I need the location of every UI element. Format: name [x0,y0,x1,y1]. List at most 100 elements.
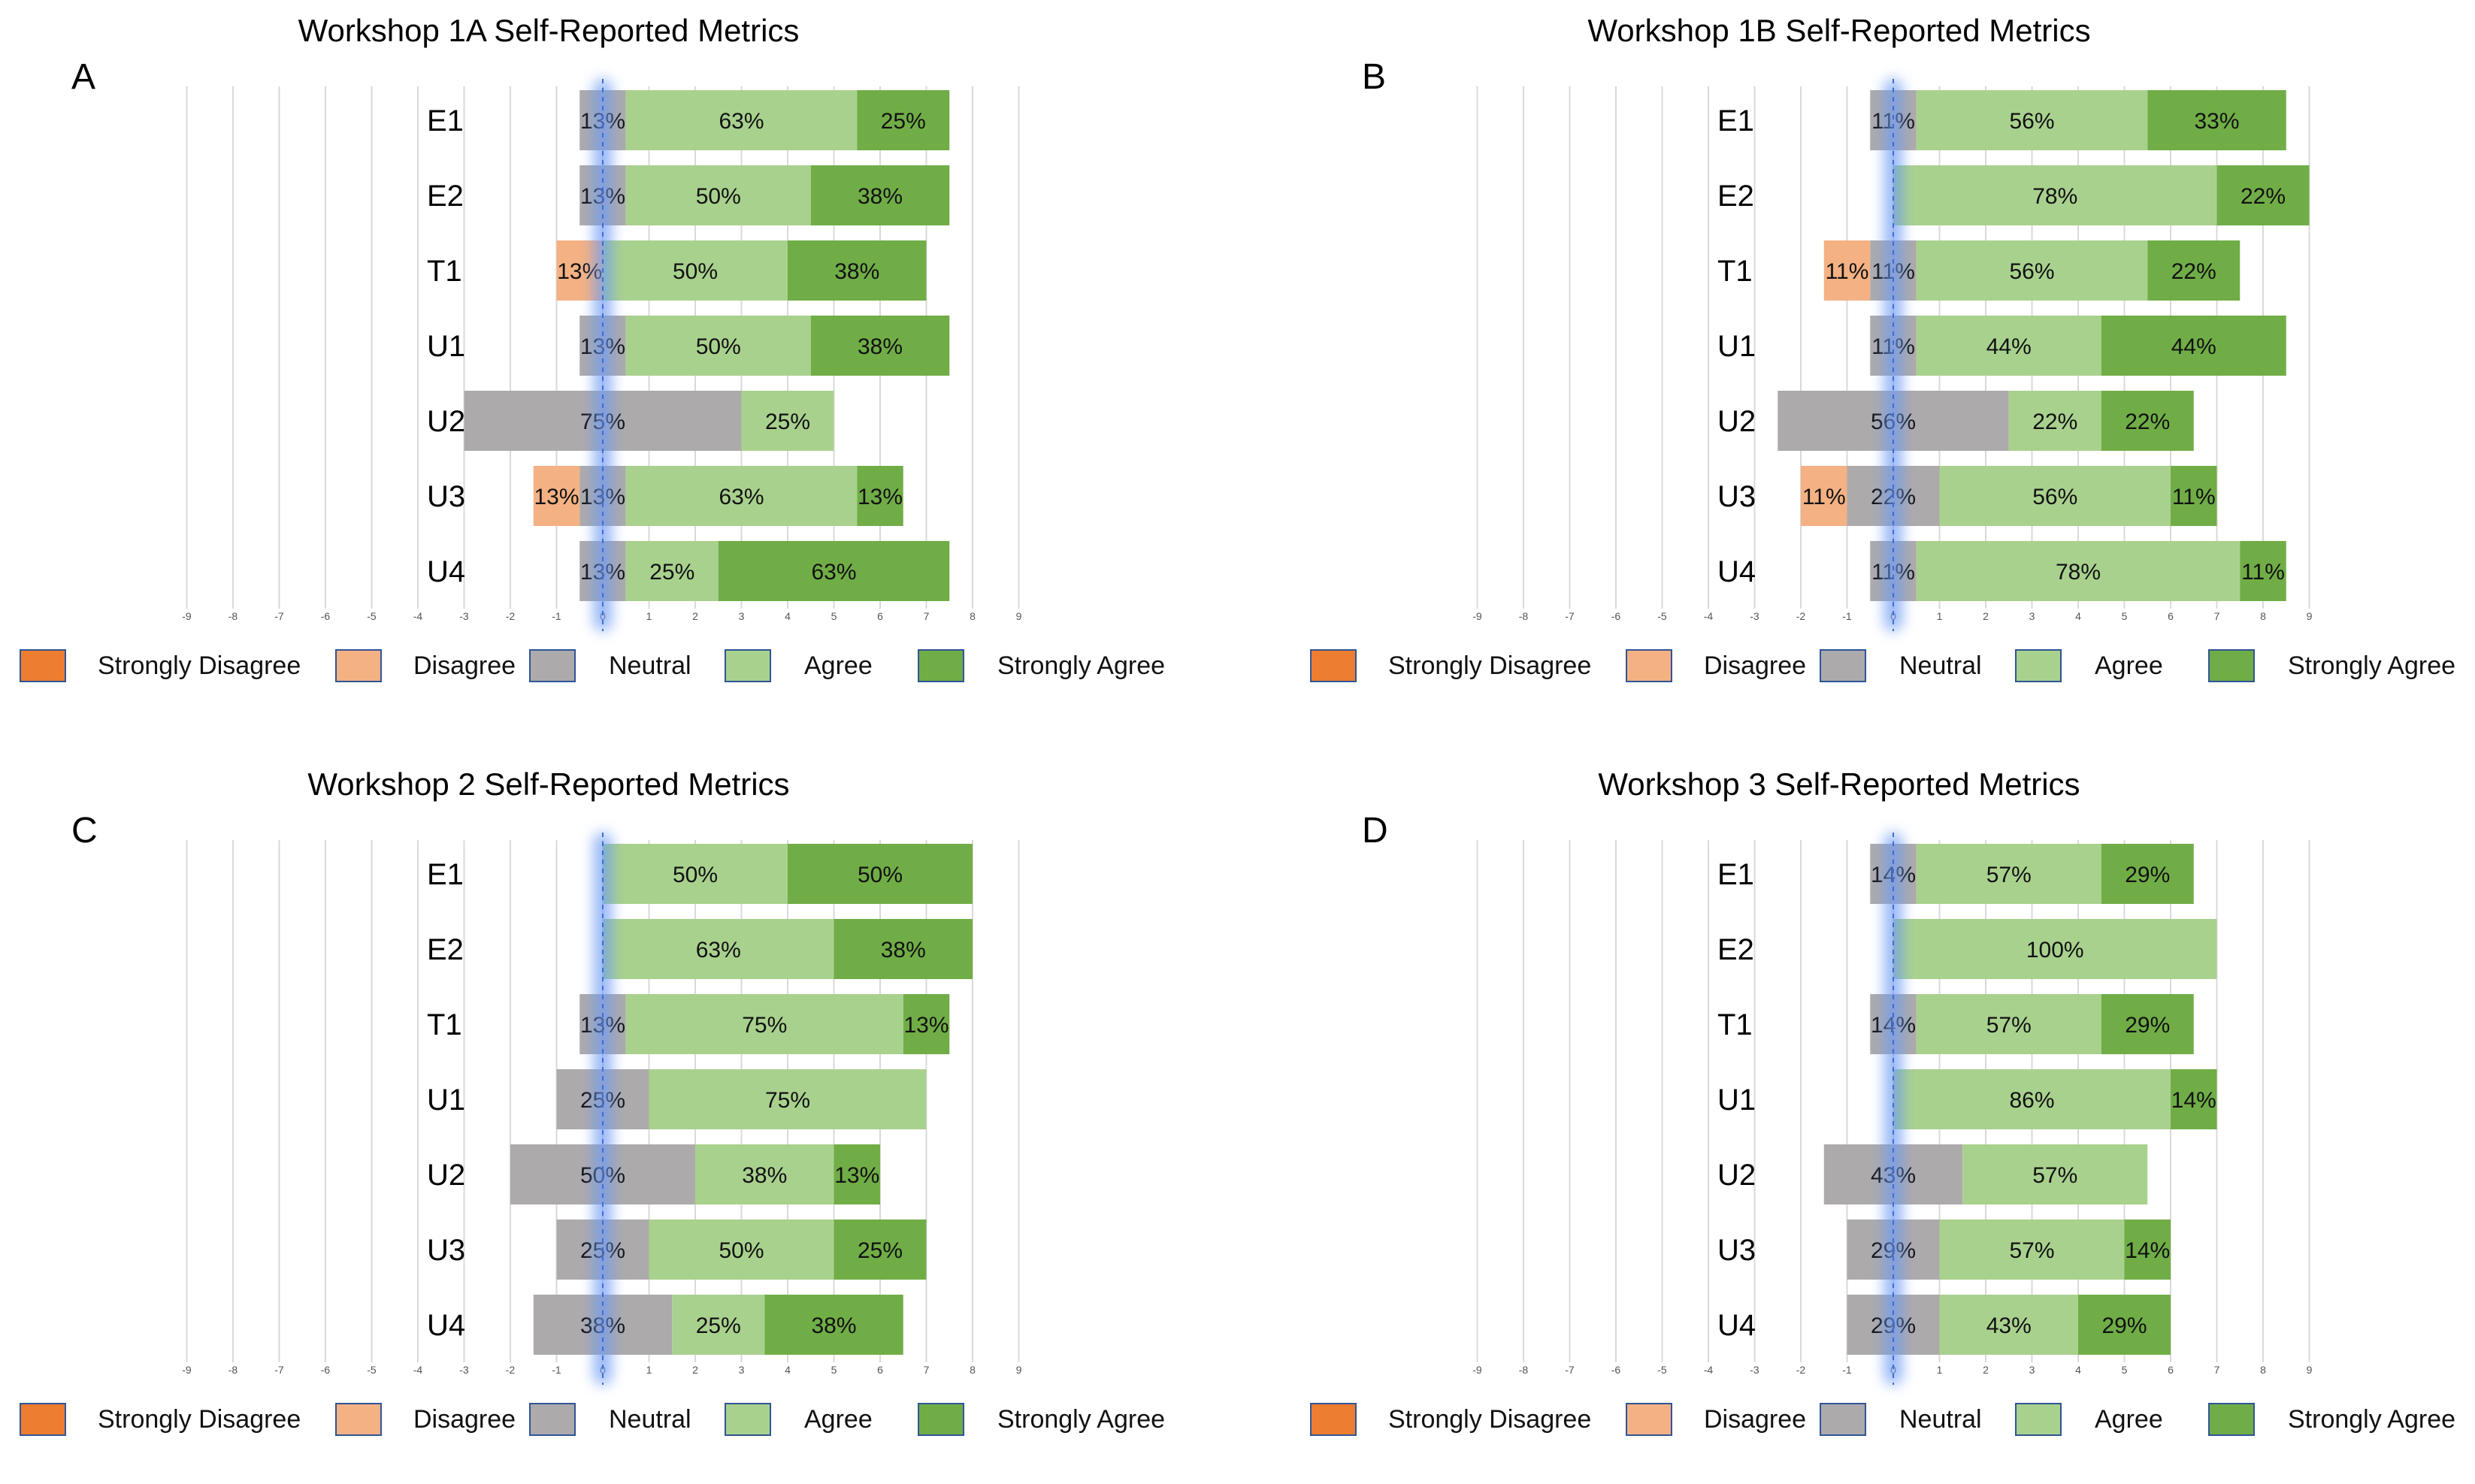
bar-segment [2124,1220,2171,1280]
data-label: 63% [696,938,741,963]
bar-segment [810,165,950,225]
chart-panel-a: -9-8-7-6-5-4-3-2-1012345678913%63%25%E11… [0,0,1237,730]
data-label: 100% [2026,938,2084,963]
bar-segment [2240,541,2286,601]
data-label: 50% [719,1238,764,1263]
x-tick-label: 1 [646,610,652,622]
x-tick-label: 6 [2168,1364,2174,1376]
data-label: 25% [858,1238,903,1263]
data-label: 11% [1826,259,1869,284]
category-label: U1 [1717,1084,1756,1117]
x-tick-label: 2 [1983,610,1989,622]
bar-segment [2101,844,2194,904]
chart-svg: -9-8-7-6-5-4-3-2-1012345678911%56%33%E17… [1310,13,2455,682]
x-tick-label: 3 [2029,1364,2035,1376]
chart-svg: -9-8-7-6-5-4-3-2-1012345678913%63%25%E11… [20,13,1165,682]
legend-label: Strongly Agree [997,1405,1165,1434]
data-label: 50% [858,863,903,887]
data-label: 63% [719,485,764,509]
category-label: U4 [1717,555,1756,588]
x-tick-label: -4 [413,1364,423,1376]
x-tick-label: -5 [1657,610,1667,622]
x-tick-label: -8 [228,1364,238,1376]
x-tick-label: -6 [1611,610,1621,622]
bar-segment [1893,919,2217,979]
category-label: E2 [427,180,464,213]
bar-segment [625,994,903,1054]
x-tick-label: -7 [274,610,284,622]
category-label: E2 [427,933,464,966]
x-tick-label: -1 [552,1364,561,1376]
data-label: 38% [834,259,879,284]
category-label: U3 [427,1234,465,1267]
data-label: 63% [811,560,856,585]
x-tick-label: -3 [1750,610,1759,622]
x-tick-label: -6 [321,1364,331,1376]
chart-panel-b: -9-8-7-6-5-4-3-2-1012345678911%56%33%E17… [1290,0,2475,730]
data-label: 13% [858,485,903,509]
panel-label: D [1362,811,1388,851]
data-label: 57% [2009,1238,2054,1263]
bar-segment [834,1220,927,1280]
category-label: E2 [1717,180,1754,213]
x-tick-label: -2 [1796,610,1806,622]
bar-segment [1916,90,2148,150]
bar-segment [603,240,788,301]
legend-swatch [529,1403,576,1436]
x-tick-label: -7 [1565,610,1575,622]
panel-label: C [71,811,98,851]
chart-title: Workshop 1A Self-Reported Metrics [298,13,800,48]
zero-axis-glow [1884,79,1902,631]
legend-label: Neutral [609,1405,691,1434]
bar-segment [718,541,950,601]
x-tick-label: -2 [506,1364,516,1376]
x-tick-label: -3 [459,610,469,622]
x-tick-label: -8 [228,610,238,622]
bar-segment [2101,994,2194,1054]
bar-segment [1893,165,2217,225]
x-tick-label: 5 [831,1364,837,1376]
data-label: 14% [2171,1088,2216,1113]
x-tick-label: 4 [785,1364,791,1376]
bar-segment [903,994,950,1054]
category-label: U2 [1717,405,1756,438]
x-tick-label: 1 [1937,1364,1943,1376]
legend-swatch [918,649,964,682]
x-tick-label: -9 [182,610,192,622]
data-label: 78% [2032,184,2077,209]
category-label: U4 [427,555,465,588]
x-tick-label: -2 [1796,1364,1806,1376]
x-tick-label: 6 [877,1364,883,1376]
legend-swatch [529,649,576,682]
legend-swatch [335,1403,382,1436]
bar-segment [1916,994,2101,1054]
legend-swatch [918,1403,964,1436]
x-tick-label: -6 [1611,1364,1621,1376]
x-tick-label: -8 [1519,1364,1529,1376]
legend-swatch [1820,1403,1866,1436]
data-label: 38% [858,184,903,209]
data-label: 44% [2171,334,2216,359]
x-tick-label: 1 [646,1364,652,1376]
x-tick-label: 3 [739,1364,745,1376]
legend-label: Strongly Disagree [1388,651,1591,680]
category-label: U3 [1717,480,1756,513]
data-label: 13% [534,485,579,509]
data-label: 50% [696,334,741,359]
x-tick-label: -7 [1565,1364,1575,1376]
data-label: 22% [2032,410,2077,434]
data-label: 50% [673,863,718,887]
x-tick-label: 4 [785,610,791,622]
x-tick-label: 5 [2122,1364,2128,1376]
category-label: E1 [427,858,464,891]
bar-segment [625,466,858,526]
zero-axis-glow [594,79,612,631]
bar-segment [2171,466,2217,526]
bar-segment [2101,316,2286,376]
data-label: 56% [2009,259,2054,284]
data-label: 11% [1802,485,1846,509]
legend-swatch [725,649,771,682]
chart-title: Workshop 1B Self-Reported Metrics [1587,13,2090,48]
legend-swatch [1626,1403,1672,1436]
data-label: 22% [2125,410,2170,434]
